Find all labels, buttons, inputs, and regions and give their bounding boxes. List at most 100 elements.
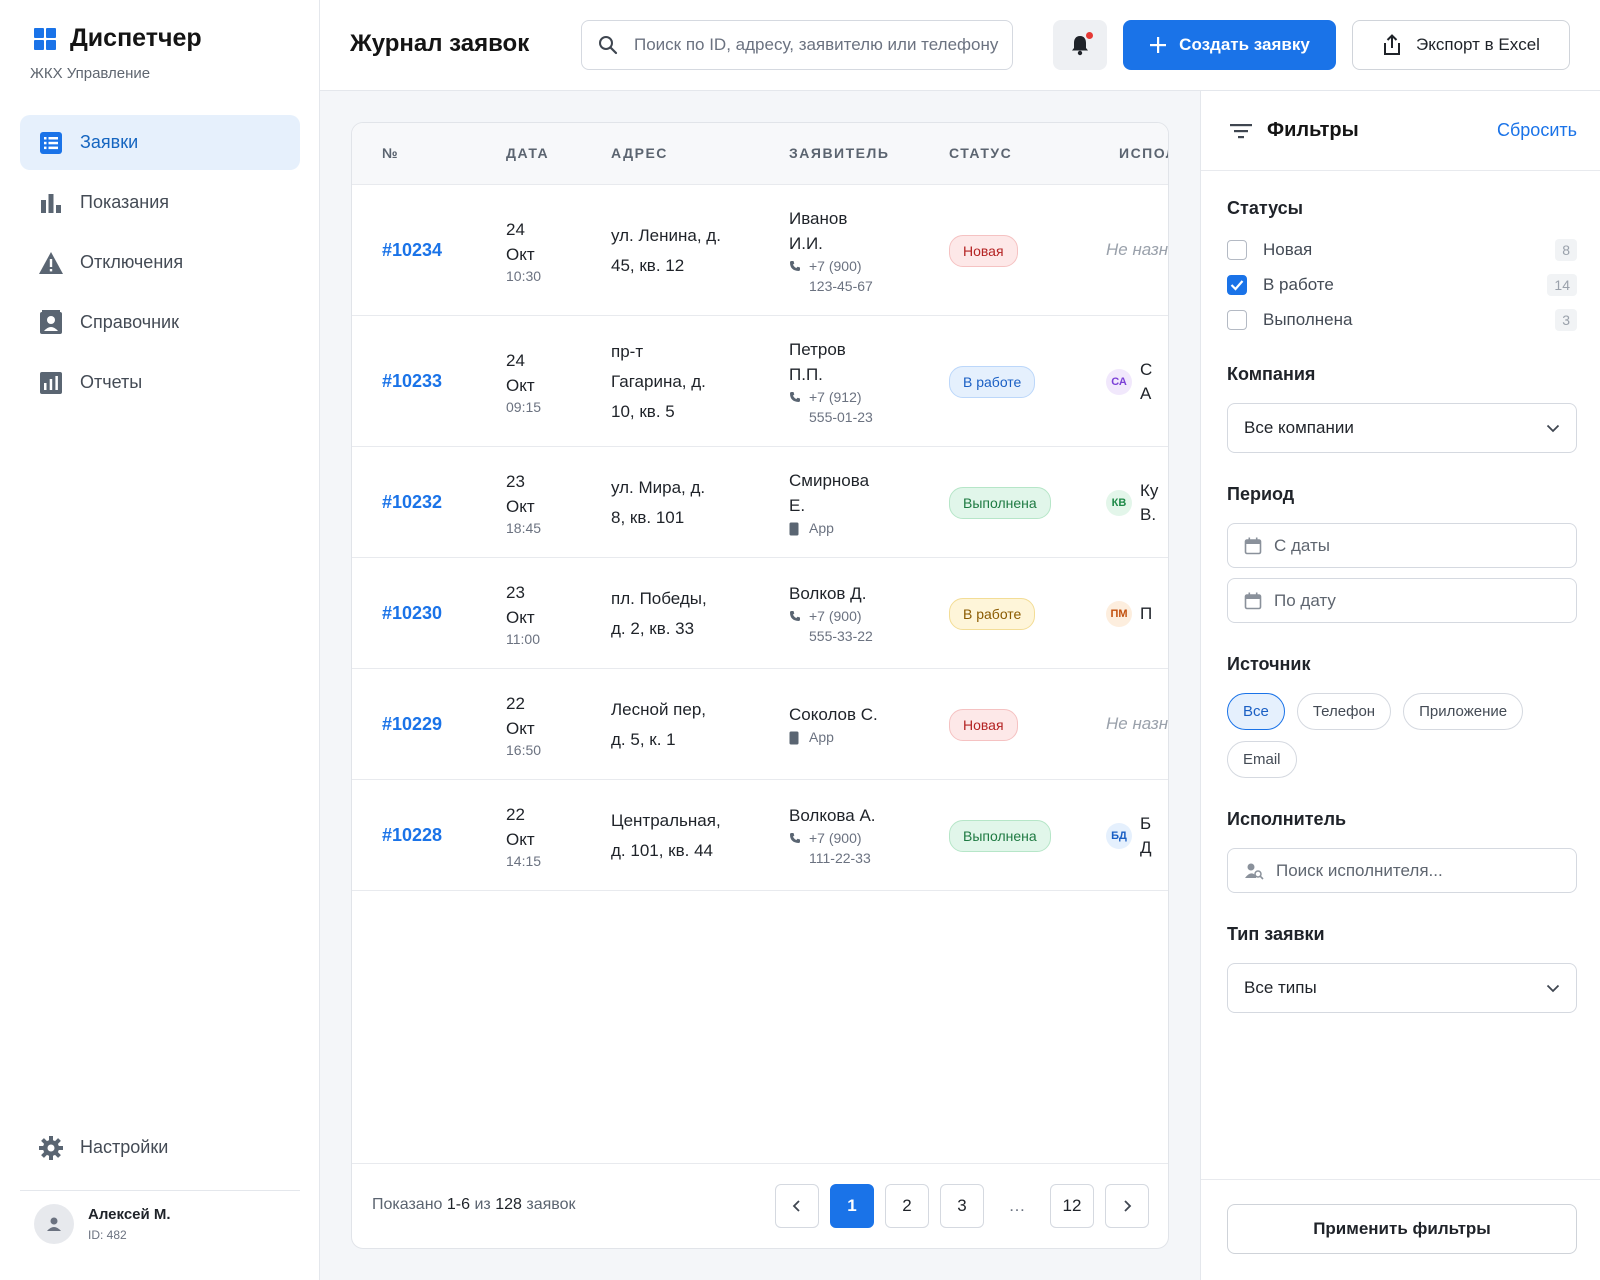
applicant-name: Волкова А. (789, 806, 876, 825)
status-badge: В работе (949, 365, 1036, 398)
column-header-date[interactable]: ДАТА (506, 145, 550, 161)
apply-filters-button[interactable]: Применить фильтры (1227, 1204, 1577, 1254)
brand-title: Диспетчер (70, 24, 202, 52)
user-search-icon (1245, 863, 1264, 880)
table-row[interactable]: #10229 22 Окт 16:50 Лесной пер, д. 5, к. 1 Сок… (352, 669, 1168, 780)
request-applicant: Соколов С. App (789, 702, 878, 747)
applicant-name: Смирнова Е. (789, 470, 870, 515)
source-label: Источник (1227, 654, 1311, 674)
checkbox[interactable] (1227, 310, 1247, 330)
filters-header: Фильтры Сбросить (1201, 91, 1600, 171)
status-filter-new[interactable]: Новая 8 (1227, 236, 1577, 264)
page-ellipsis: … (1008, 1196, 1026, 1215)
next-page-button[interactable] (1105, 1184, 1149, 1228)
executor-name[interactable]: Ку В. (1140, 480, 1159, 524)
chevron-down-icon (1546, 424, 1560, 432)
executor-avatar: БД (1106, 822, 1132, 849)
table-row[interactable]: #10228 22 Окт 14:15 Центральная, д. 101, кв. … (352, 780, 1168, 891)
top-header: Журнал заявок Создать заявку Экспорт в E… (320, 0, 1600, 91)
sidebar-item-readings[interactable]: Показания (20, 175, 300, 230)
table-footer: Показано 1-6 из 128 заявок 1 2 3 … 12 (352, 1163, 1168, 1248)
page-button[interactable]: 3 (940, 1184, 984, 1228)
column-header-applicant[interactable]: ЗАЯВИТЕЛЬ (789, 145, 890, 161)
column-header-number[interactable]: № (382, 145, 400, 161)
request-id-link[interactable]: #10228 (382, 824, 443, 845)
company-select[interactable]: Все компании (1227, 403, 1577, 453)
check-icon (1230, 280, 1244, 291)
applicant-phone: +7 (900) 123-45-67 (789, 256, 873, 296)
date-from-field[interactable]: С даты (1227, 523, 1577, 568)
request-applicant: Волкова А. +7 (900) 111-22-33 (789, 803, 876, 868)
contacts-icon (38, 309, 64, 336)
table-row[interactable]: #10230 23 Окт 11:00 пл. Победы, д. 2, кв. 33 В… (352, 558, 1168, 669)
table-row[interactable]: #10232 23 Окт 18:45 ул. Мира, д. 8, кв. 101 См… (352, 447, 1168, 558)
request-id-link[interactable]: #10233 (382, 370, 443, 391)
search-input[interactable] (634, 35, 1004, 55)
source-chip-phone[interactable]: Телефон (1296, 693, 1392, 730)
table-row[interactable]: #10233 24 Окт 09:15 пр-т Гагарина, д. 10, кв. … (352, 316, 1168, 447)
request-id-link[interactable]: #10230 (382, 602, 443, 623)
page-button[interactable]: 12 (1050, 1184, 1094, 1228)
page-button[interactable]: 2 (885, 1184, 929, 1228)
search-box[interactable] (581, 20, 1013, 70)
checkbox[interactable] (1227, 240, 1247, 260)
date-to-placeholder: По дату (1274, 590, 1336, 610)
warning-icon (38, 250, 64, 276)
plus-icon (1149, 36, 1167, 54)
user-icon (47, 1217, 61, 1231)
status-filter-in-progress[interactable]: В работе 14 (1227, 271, 1577, 299)
date-to-field[interactable]: По дату (1227, 578, 1577, 623)
sidebar-item-requests[interactable]: Заявки (20, 115, 300, 170)
share-export-icon (1382, 34, 1402, 56)
user-name: Алексей М. (88, 1206, 171, 1223)
page-button[interactable]: 1 (830, 1184, 874, 1228)
status-filter-done[interactable]: Выполнена 3 (1227, 306, 1577, 334)
request-address: ул. Ленина, д. 45, кв. 12 (611, 225, 721, 275)
column-header-executor[interactable]: ИСПОЛНИТЕЛЬ (1119, 145, 1168, 161)
request-id-link[interactable]: #10232 (382, 491, 443, 512)
request-type-value: Все типы (1244, 978, 1317, 997)
create-request-button[interactable]: Создать заявку (1123, 20, 1336, 70)
date-from-placeholder: С даты (1274, 535, 1331, 555)
sidebar-item-settings[interactable]: Настройки (20, 1120, 300, 1175)
checkbox-checked[interactable] (1227, 275, 1247, 295)
mobile-app-icon (789, 518, 803, 538)
sidebar-item-reports[interactable]: Отчеты (20, 355, 300, 410)
user-profile[interactable]: Алексей М. ID: 482 (34, 1204, 171, 1244)
export-excel-button[interactable]: Экспорт в Excel (1352, 20, 1570, 70)
sidebar-item-outages[interactable]: Отключения (20, 235, 300, 290)
create-request-label: Создать заявку (1179, 35, 1310, 54)
prev-page-button[interactable] (775, 1184, 819, 1228)
executor-avatar: ПМ (1106, 600, 1132, 627)
sidebar-item-label: Показания (80, 192, 170, 212)
source-chip-app[interactable]: Приложение (1403, 693, 1524, 730)
status-filter-label: Выполнена (1263, 310, 1353, 329)
source-chip-email[interactable]: Email (1227, 741, 1297, 778)
reset-filters-link[interactable]: Сбросить (1496, 120, 1577, 140)
sidebar-item-directory[interactable]: Справочник (20, 295, 300, 350)
brand-subtitle: ЖКХ Управление (30, 65, 151, 82)
table-row[interactable]: #10234 24 Окт 10:30 ул. Ленина, д. 45, кв. 12… (352, 185, 1168, 316)
brand[interactable]: Диспетчер (34, 24, 202, 53)
column-header-address[interactable]: АДРЕС (611, 145, 668, 161)
applicant-source: App (789, 518, 869, 538)
request-date: 23 Окт 11:00 (506, 582, 540, 647)
applicant-phone: +7 (900) 111-22-33 (789, 828, 876, 868)
column-header-status[interactable]: СТАТУС (949, 145, 1013, 161)
executor-avatar: КВ (1106, 489, 1132, 516)
grid-logo-icon (34, 27, 56, 50)
source-chip-all[interactable]: Все (1227, 693, 1285, 730)
executor-search-field[interactable]: Поиск исполнителя... (1227, 848, 1577, 893)
list-icon (38, 130, 64, 156)
phone-icon (789, 606, 803, 646)
executor-name[interactable]: П (1140, 603, 1153, 623)
request-address: Лесной пер, д. 5, к. 1 (611, 699, 707, 749)
notifications-button[interactable] (1053, 20, 1107, 70)
request-id-link[interactable]: #10229 (382, 713, 443, 734)
request-type-select[interactable]: Все типы (1227, 963, 1577, 1013)
request-id-link[interactable]: #10234 (382, 239, 443, 260)
status-count-badge: 3 (1555, 309, 1577, 331)
report-icon (38, 370, 64, 396)
